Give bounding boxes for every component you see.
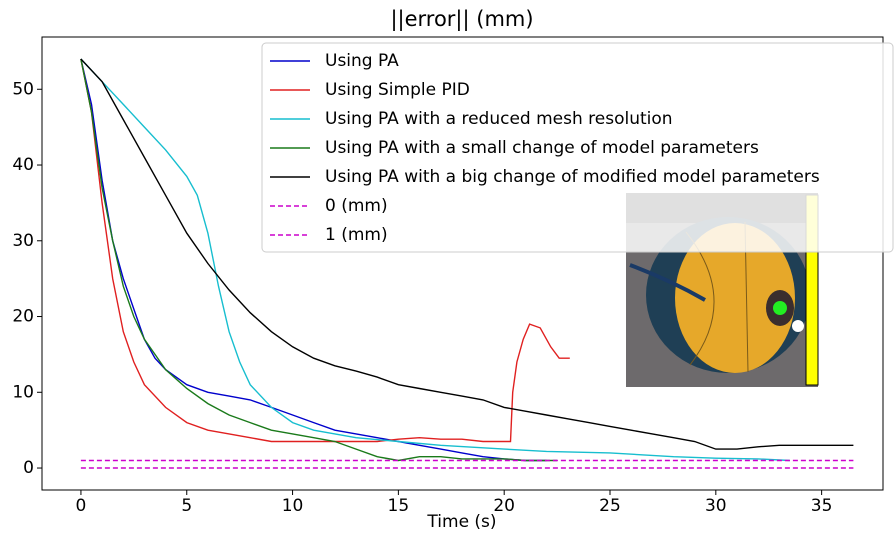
x-tick-label: 0 xyxy=(76,496,87,516)
x-tick-label: 35 xyxy=(811,496,833,516)
legend-label: 1 (mm) xyxy=(325,225,388,245)
x-tick-label: 5 xyxy=(181,496,192,516)
legend: Using PA Using Simple PID Using PA with a … xyxy=(261,42,894,253)
y-tick-label: 40 xyxy=(12,155,34,175)
legend-label: 0 (mm) xyxy=(325,196,388,216)
x-tick-label: 25 xyxy=(599,496,621,516)
y-tick-label: 30 xyxy=(12,231,34,251)
legend-box xyxy=(261,42,894,253)
x-tick-label: 20 xyxy=(493,496,515,516)
legend-label: Using PA xyxy=(325,51,399,71)
series-line xyxy=(80,58,854,450)
x-axis-label: Time (s) xyxy=(426,512,496,532)
chart-title: ||error|| (mm) xyxy=(390,7,533,32)
plot-area xyxy=(80,58,854,469)
x-tick-label: 15 xyxy=(388,496,410,516)
series-line xyxy=(80,58,790,462)
y-tick-label: 0 xyxy=(23,458,34,478)
y-tick-label: 20 xyxy=(12,307,34,327)
y-tick-label: 50 xyxy=(12,79,34,99)
x-tick-label: 10 xyxy=(282,496,304,516)
y-tick-label: 10 xyxy=(12,382,34,402)
axes-frame xyxy=(41,36,884,491)
legend-label: Using PA with a small change of model pa… xyxy=(325,138,759,158)
legend-label: Using PA with a big change of modified m… xyxy=(325,167,820,187)
legend-label: Using PA with a reduced mesh resolution xyxy=(325,109,673,129)
series-line xyxy=(80,58,570,443)
legend-label: Using Simple PID xyxy=(325,80,470,100)
x-tick-label: 30 xyxy=(705,496,727,516)
series-line xyxy=(80,58,558,462)
